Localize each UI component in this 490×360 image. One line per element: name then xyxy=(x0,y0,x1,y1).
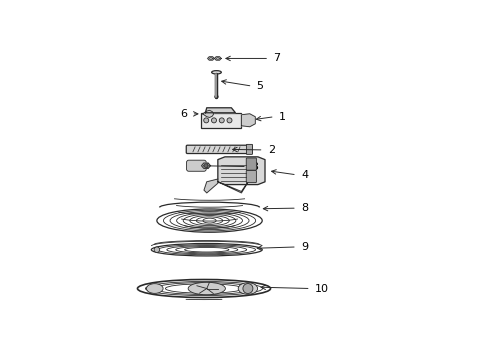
FancyBboxPatch shape xyxy=(246,144,252,154)
Text: 7: 7 xyxy=(273,53,280,63)
Circle shape xyxy=(204,118,209,123)
Ellipse shape xyxy=(147,284,163,293)
Circle shape xyxy=(212,118,217,123)
Polygon shape xyxy=(203,110,214,117)
Text: 8: 8 xyxy=(301,203,308,213)
Circle shape xyxy=(227,118,232,123)
Polygon shape xyxy=(205,108,235,113)
Polygon shape xyxy=(242,114,255,127)
FancyBboxPatch shape xyxy=(186,145,252,153)
FancyBboxPatch shape xyxy=(246,158,256,170)
Polygon shape xyxy=(204,179,218,193)
Text: 6: 6 xyxy=(180,109,187,119)
Circle shape xyxy=(219,118,224,123)
Polygon shape xyxy=(218,157,265,185)
Text: 4: 4 xyxy=(301,170,308,180)
Circle shape xyxy=(243,284,253,293)
FancyBboxPatch shape xyxy=(245,117,251,123)
FancyBboxPatch shape xyxy=(201,113,242,128)
Circle shape xyxy=(204,164,208,168)
FancyBboxPatch shape xyxy=(187,160,206,171)
FancyBboxPatch shape xyxy=(246,170,256,183)
Text: 2: 2 xyxy=(268,145,275,155)
Ellipse shape xyxy=(212,71,221,74)
Text: 3: 3 xyxy=(251,162,258,172)
Circle shape xyxy=(215,95,218,98)
FancyBboxPatch shape xyxy=(213,112,217,116)
Text: 9: 9 xyxy=(301,242,308,252)
Circle shape xyxy=(154,247,160,252)
Text: 1: 1 xyxy=(279,112,286,122)
Polygon shape xyxy=(218,177,251,193)
Polygon shape xyxy=(201,163,210,168)
Ellipse shape xyxy=(188,282,225,295)
Ellipse shape xyxy=(238,283,258,294)
Polygon shape xyxy=(208,57,214,60)
Polygon shape xyxy=(215,57,221,60)
Text: 10: 10 xyxy=(315,284,329,293)
Text: 5: 5 xyxy=(257,81,264,91)
